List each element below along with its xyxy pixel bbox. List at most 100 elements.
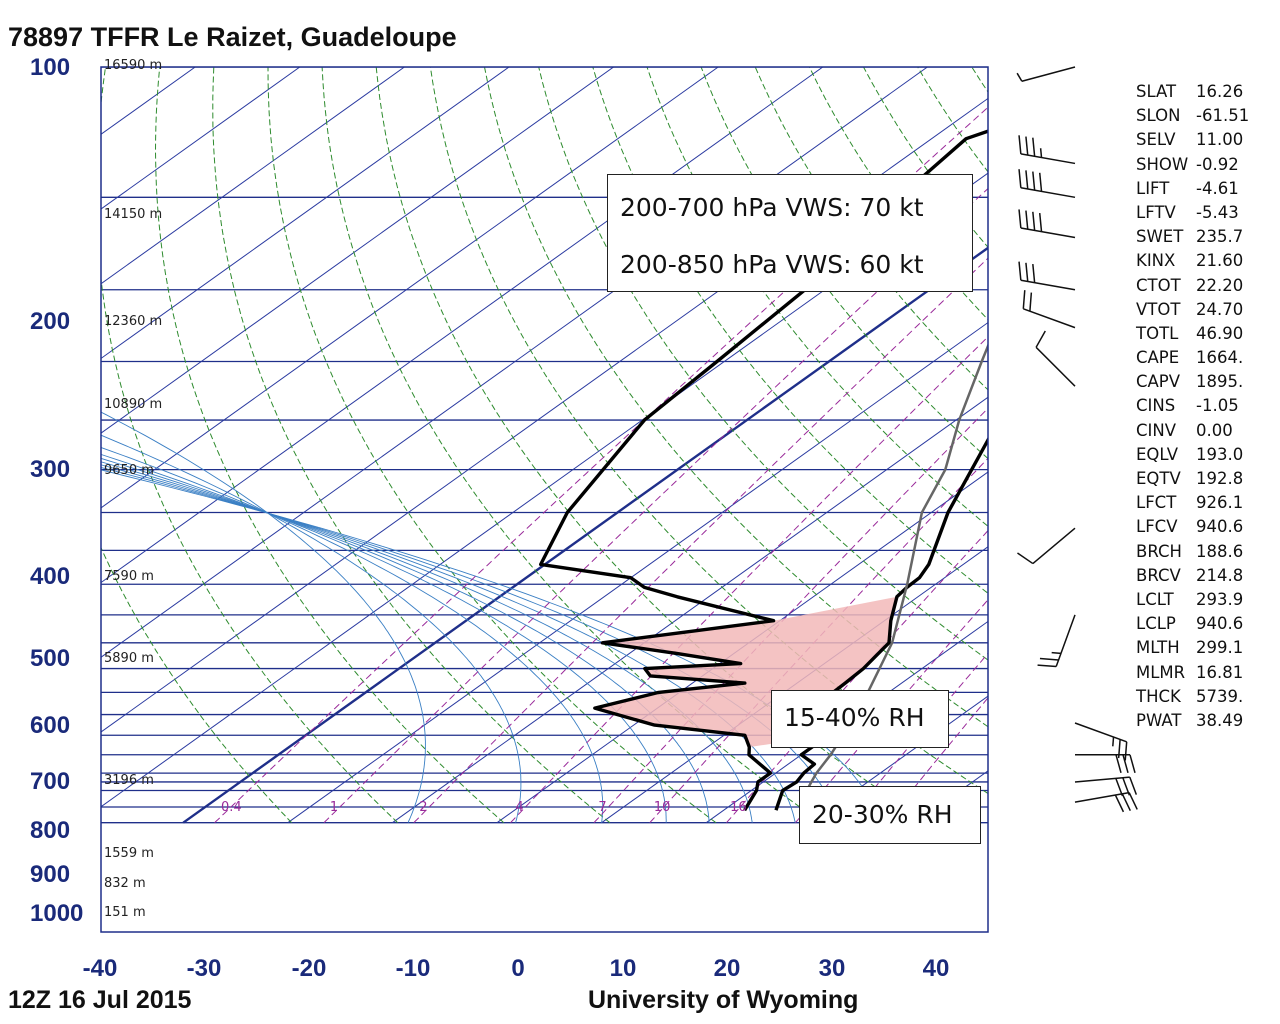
rh-lower-label: 20-30% RH [812,800,953,829]
dry-adiabat [592,67,988,594]
wind-barb-feather [1025,262,1029,282]
wind-barb-feather [1032,211,1036,231]
plot-frame [100,66,989,933]
wind-barb-feather [1121,793,1131,811]
stat-row-capv: CAPV 1895. [1136,370,1249,394]
temperature-tick: -20 [291,955,327,982]
wind-barb-feather [1025,136,1029,156]
temperature-tick: 30 [818,955,846,982]
wind-barb [1075,754,1136,773]
stat-row-swet: SWET 235.7 [1136,225,1249,249]
rh-lower-annotation: 20-30% RH [799,786,981,844]
wind-barb [1018,209,1076,239]
isotherm [101,67,301,210]
dry-adiabat [375,67,929,824]
stat-row-lfct: LFCT 926.1 [1136,491,1249,515]
wind-barb-feather [1018,261,1022,281]
stat-row-lfcv: LFCV 940.6 [1136,515,1249,539]
temperature-tick: 0 [511,955,525,982]
isotherm [810,695,988,824]
pressure-tick: 400 [30,563,71,590]
stat-row-lclp: LCLP 940.6 [1136,612,1249,636]
stat-row-slat: SLAT 16.26 [1136,80,1249,104]
wind-barb-feather [1129,776,1138,795]
wind-barb-feather [1029,292,1033,312]
mixing-ratio-line [795,599,988,824]
stat-key: SELV [1136,130,1176,150]
stat-row-brch: BRCH 188.6 [1136,540,1249,564]
stat-value: 214.8 [1196,565,1244,585]
stat-row-ctot: CTOT 22.20 [1136,274,1249,298]
wind-barb-staff [1020,187,1076,199]
wind-barb-staff [1074,722,1127,743]
pressure-tick: 900 [30,861,71,888]
wind-barb-feather [1017,552,1034,565]
temperature-tick: 10 [609,955,637,982]
stat-value: 11.00 [1196,130,1244,150]
stat-value: 22.20 [1196,275,1244,295]
stat-key: EQTV [1136,469,1181,488]
stat-row-lclt: LCLT 293.9 [1136,588,1249,612]
wind-barb-staff [1023,308,1076,329]
mixing-ratio-label: 16 [730,800,747,815]
dry-adiabat [321,67,823,824]
stat-row-slon: SLON -61.51 [1136,104,1249,128]
moist-adiabat [101,469,882,823]
wind-barb [1018,261,1076,291]
stat-key: CINS [1136,396,1176,416]
isotherm [101,67,196,135]
vws-850-label: 200-850 hPa VWS: 60 kt [620,250,924,279]
mixing-ratio-line [323,187,988,824]
stat-row-cinv: CINV 0.00 [1136,419,1249,443]
mixing-ratio-line [845,652,988,823]
temperature-tick: 40 [922,955,950,982]
temperature-tick: -10 [395,955,431,982]
sounding-time: 12Z 16 Jul 2015 [8,986,192,1014]
dry-adiabat [646,67,988,527]
mixing-ratio-label: 0.4 [221,800,242,815]
temperature-trace [774,436,988,811]
height-label: 151 m [104,905,146,920]
stat-key: PWAT [1136,710,1182,730]
wind-barb-feather [1122,754,1129,773]
pressure-tick: 1000 [30,900,84,927]
stat-key: CAPV [1136,372,1181,392]
height-label: 3196 m [104,773,154,788]
stability-indices-panel: SLAT 16.26 SLON -61.51 SELV 11.00 SHOW -0.92 LIF… [1136,80,1249,733]
stat-key: MLMR [1136,662,1186,682]
dry-adiabat [267,67,717,824]
mixing-ratio-line [413,257,988,824]
dry-adiabat [101,546,292,824]
isotherm [101,67,405,285]
stat-value: 1895. [1196,372,1244,392]
wind-barb-feather [1115,754,1122,773]
stat-key: LFCV [1136,517,1178,537]
chart-title: 78897 TFFR Le Raizet, Guadeloupe [8,22,457,52]
dry-adiabat [754,67,988,391]
wind-barb [1018,169,1076,199]
source-credit: University of Wyoming [588,986,859,1014]
mixing-ratio-label: 7 [598,800,606,815]
isotherm-bold [182,246,988,824]
wind-barb-feather [1025,210,1029,230]
stat-row-thck: THCK 5739. [1136,685,1249,709]
stat-row-mlth: MLTH 299.1 [1136,636,1249,660]
wind-barb [1016,66,1076,82]
wind-barb-feather [1038,172,1043,192]
mixing-ratio-label: 4 [515,800,523,815]
wind-barb-feather [1037,664,1057,668]
stat-value: -61.51 [1196,106,1250,126]
pressure-tick: 200 [30,308,71,335]
stat-row-brcv: BRCV 214.8 [1136,564,1249,588]
stat-row-cins: CINS -1.05 [1136,394,1249,418]
stat-value: 1664. [1196,348,1244,368]
stat-row-mlmr: MLMR 16.81 [1136,661,1249,685]
stat-value: 16.81 [1196,662,1244,682]
stat-key: CTOT [1136,275,1181,295]
stat-value: 24.70 [1196,299,1244,319]
mixing-ratio-line [214,106,988,824]
stat-key: CINV [1136,420,1177,440]
moist-adiabat [101,411,426,823]
parcel-trace [805,342,988,811]
mixing-ratio-label: 10 [654,800,671,815]
